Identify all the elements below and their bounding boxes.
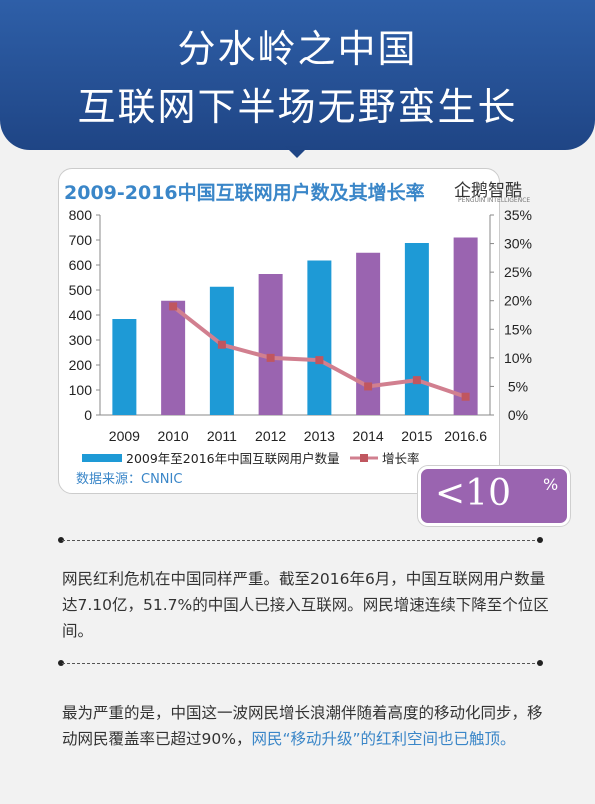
growth-rate-point xyxy=(412,376,421,385)
x-tick-label: 2016.6 xyxy=(444,428,487,444)
y-left-tick-label: 300 xyxy=(69,332,93,348)
bar xyxy=(258,274,283,415)
x-tick-label: 2010 xyxy=(158,428,189,444)
x-tick-label: 2015 xyxy=(401,428,432,444)
y-left-tick-label: 500 xyxy=(69,282,93,298)
chart-title: 2009-2016中国互联网用户数及其增长率 xyxy=(64,182,425,204)
y-right-tick-label: 35% xyxy=(504,207,532,223)
bar xyxy=(307,260,332,415)
bar xyxy=(453,237,478,415)
paragraph-1: 网民红利危机在中国同样严重。截至2016年6月，中国互联网用户数量达7.10亿，… xyxy=(62,570,549,640)
bar xyxy=(356,252,381,415)
bar xyxy=(161,300,186,415)
growth-badge: <10 % xyxy=(418,466,570,526)
growth-rate-point xyxy=(461,392,470,401)
legend-label-line: 增长率 xyxy=(382,451,420,466)
legend-swatch-marker xyxy=(360,454,368,462)
y-right-tick-label: 20% xyxy=(504,293,532,309)
header-banner: 分水岭之中国 互联网下半场无野蛮生长 xyxy=(0,0,595,150)
divider-dot-left xyxy=(58,537,64,543)
bar xyxy=(404,243,429,415)
y-left-tick-label: 100 xyxy=(69,382,93,398)
bar xyxy=(112,319,137,415)
header-title-line1: 分水岭之中国 xyxy=(177,27,418,71)
y-left-tick-label: 700 xyxy=(69,232,93,248)
logo: 企鹅智酷 xyxy=(454,181,522,201)
header-title-line2: 互联网下半场无野蛮生长 xyxy=(77,85,518,129)
y-right-tick-label: 10% xyxy=(504,350,532,366)
divider-middle xyxy=(62,663,540,664)
x-tick-label: 2011 xyxy=(207,428,237,444)
divider-dot-left xyxy=(58,660,64,666)
y-right-tick-label: 15% xyxy=(504,321,532,337)
legend-label-bar: 2009年至2016年中国互联网用户数量 xyxy=(126,451,340,466)
y-right-tick-label: 5% xyxy=(508,378,528,394)
y-left-tick-label: 800 xyxy=(69,207,93,223)
banner-pointer xyxy=(285,146,309,158)
paragraph-2-text: 最为严重的是，中国这一波网民增长浪潮伴随着高度的移动化同步，移动网民覆盖率已超过… xyxy=(62,704,543,748)
x-tick-label: 2014 xyxy=(353,428,384,444)
y-right-tick-label: 25% xyxy=(504,264,532,280)
growth-rate-point xyxy=(364,382,373,391)
growth-rate-point xyxy=(266,353,275,362)
y-left-tick-label: 0 xyxy=(84,407,92,423)
growth-rate-point xyxy=(315,356,324,365)
divider-dot-right xyxy=(537,537,543,543)
x-tick-label: 2013 xyxy=(304,428,335,444)
x-tick-label: 2009 xyxy=(109,428,140,444)
y-left-tick-label: 400 xyxy=(69,307,93,323)
bar xyxy=(209,286,234,415)
y-right-tick-label: 30% xyxy=(504,236,532,252)
growth-rate-point xyxy=(217,340,226,349)
divider-top xyxy=(62,540,540,541)
badge-value: <10 xyxy=(435,473,511,514)
legend-swatch-bar xyxy=(82,454,122,462)
y-left-tick-label: 600 xyxy=(69,257,93,273)
paragraph-2-highlight: 网民“移动升级”的红利空间也已触顶。 xyxy=(251,730,516,748)
badge-unit: % xyxy=(543,475,559,494)
y-right-tick-label: 0% xyxy=(508,407,528,423)
y-left-tick-label: 200 xyxy=(69,357,93,373)
growth-rate-point xyxy=(169,302,178,311)
data-source: 数据来源：CNNIC xyxy=(76,472,183,487)
x-tick-label: 2012 xyxy=(255,428,286,444)
paragraph-2: 最为严重的是，中国这一波网民增长浪潮伴随着高度的移动化同步，移动网民覆盖率已超过… xyxy=(62,700,550,752)
logo-subtitle: PENGUIN INTELLIGENCE xyxy=(458,197,531,204)
divider-dot-right xyxy=(537,660,543,666)
